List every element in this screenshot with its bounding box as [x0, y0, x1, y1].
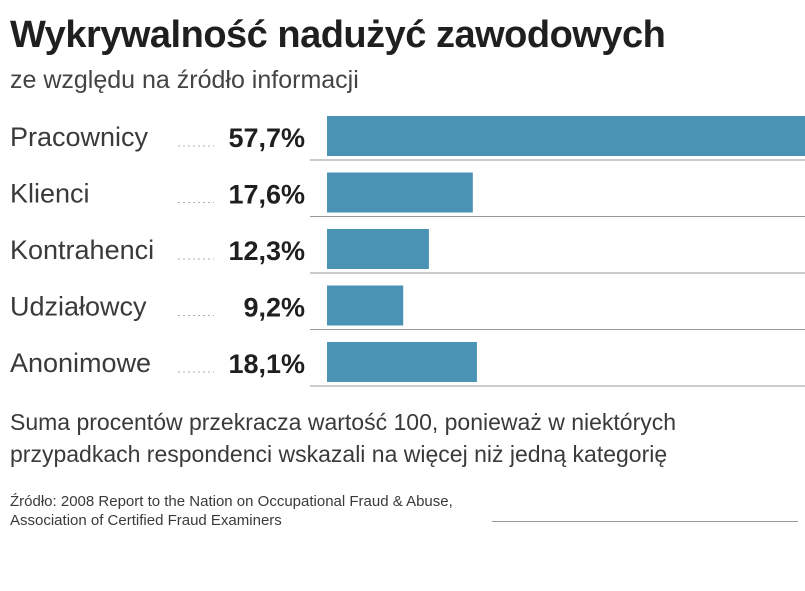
bar: [327, 229, 429, 269]
category-label: Udziałowcy: [10, 292, 147, 322]
category-label: Pracownicy: [10, 122, 149, 152]
value-label: 9,2%: [243, 293, 305, 323]
bar: [327, 285, 404, 326]
category-label: Kontrahenci: [10, 235, 154, 265]
bar: [327, 342, 477, 382]
bar: [327, 116, 805, 156]
value-label: 57,7%: [228, 123, 305, 153]
chart-title: Wykrywalność nadużyć zawodowych: [10, 14, 666, 56]
bar: [327, 172, 473, 213]
chart-source: Źródło: 2008 Report to the Nation on Occ…: [10, 493, 453, 529]
chart-subtitle: ze względu na źródło informacji: [10, 66, 359, 94]
value-label: 12,3%: [228, 236, 305, 266]
value-label: 17,6%: [228, 180, 305, 210]
bar-chart: Pracownicy 57,7% Klienci 17,6% Kontrahenci 12…: [10, 116, 805, 387]
category-label: Klienci: [10, 179, 90, 209]
chart-note: Suma procentów przekracza wartość 100, p…: [10, 409, 677, 467]
value-label: 18,1%: [228, 349, 305, 379]
category-label: Anonimowe: [10, 348, 151, 378]
source-divider: [492, 521, 798, 522]
